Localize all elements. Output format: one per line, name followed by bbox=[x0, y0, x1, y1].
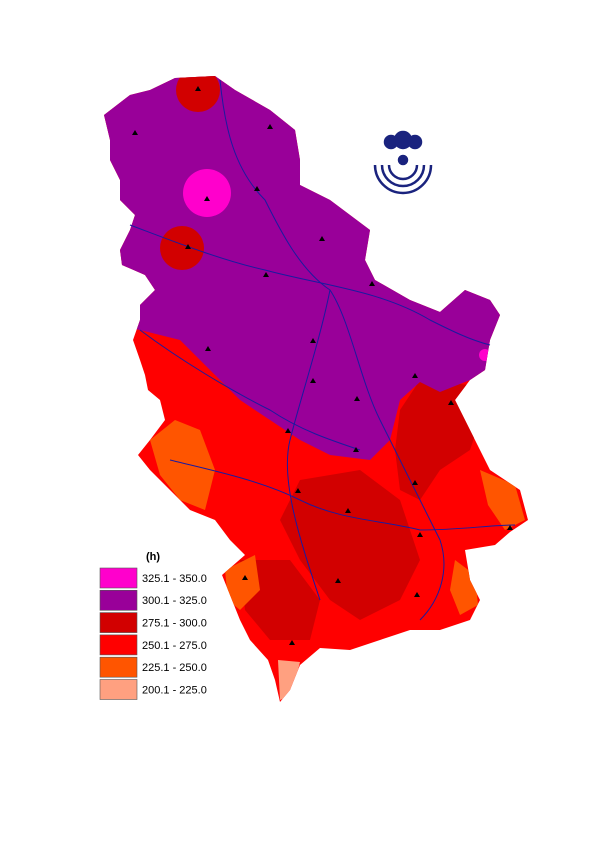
river bbox=[219, 79, 381, 421]
station bbox=[412, 373, 418, 378]
legend-swatch bbox=[99, 612, 138, 633]
station bbox=[345, 508, 351, 513]
station bbox=[319, 236, 325, 241]
rivers bbox=[129, 79, 516, 621]
legend-title: (h) bbox=[146, 551, 160, 563]
legend-swatch bbox=[99, 589, 138, 611]
legend-label: 300.1 - 325.0 bbox=[142, 595, 207, 607]
region-salmon bbox=[278, 660, 300, 700]
station bbox=[353, 447, 359, 452]
logo-cloud bbox=[383, 134, 399, 150]
station bbox=[335, 578, 341, 583]
logo-star bbox=[397, 154, 409, 166]
region-magenta bbox=[479, 349, 491, 361]
legend: (h) 325.1 - 350.0 300.1 - 325.0 275.1 - 30… bbox=[99, 551, 207, 700]
station bbox=[267, 124, 273, 129]
station bbox=[417, 532, 423, 537]
river bbox=[379, 419, 445, 621]
region-dark-red bbox=[395, 380, 480, 500]
station bbox=[354, 396, 360, 401]
river bbox=[169, 459, 516, 531]
station bbox=[204, 196, 210, 201]
legend-label: 200.1 - 225.0 bbox=[142, 684, 207, 696]
region-dark-red bbox=[240, 560, 320, 640]
region-orange bbox=[225, 555, 260, 610]
station bbox=[414, 592, 420, 597]
station bbox=[132, 130, 138, 135]
station bbox=[195, 86, 201, 91]
legend-swatch bbox=[99, 679, 138, 700]
station bbox=[205, 346, 211, 351]
station bbox=[448, 400, 454, 405]
river bbox=[286, 289, 331, 601]
legend-label: 325.1 - 350.0 bbox=[142, 573, 207, 585]
logo-ring bbox=[380, 164, 426, 188]
station bbox=[412, 480, 418, 485]
station bbox=[263, 272, 269, 277]
station bbox=[310, 338, 316, 343]
region-dark-red bbox=[280, 470, 420, 620]
station bbox=[295, 488, 301, 493]
river bbox=[139, 329, 361, 451]
logo-ring bbox=[387, 164, 419, 181]
station bbox=[507, 525, 513, 530]
station bbox=[185, 244, 191, 249]
river bbox=[129, 224, 491, 346]
region-orange bbox=[150, 420, 215, 510]
legend-label: 250.1 - 275.0 bbox=[142, 640, 207, 652]
region-purple bbox=[104, 76, 528, 460]
station bbox=[242, 575, 248, 580]
legend-label: 225.1 - 250.0 bbox=[142, 662, 207, 674]
legend-swatch bbox=[99, 567, 138, 589]
stations bbox=[132, 86, 513, 645]
logo-ring bbox=[373, 164, 433, 195]
legend-swatch bbox=[99, 634, 138, 656]
region-dark-red bbox=[160, 226, 204, 270]
legend-swatch bbox=[99, 656, 138, 678]
station bbox=[289, 640, 295, 645]
station bbox=[310, 378, 316, 383]
station bbox=[369, 281, 375, 286]
legend-label: 275.1 - 300.0 bbox=[142, 618, 207, 630]
logo-cloud bbox=[407, 134, 423, 150]
station bbox=[285, 428, 291, 433]
logo bbox=[373, 130, 433, 195]
station bbox=[254, 186, 260, 191]
region-magenta bbox=[183, 169, 231, 217]
